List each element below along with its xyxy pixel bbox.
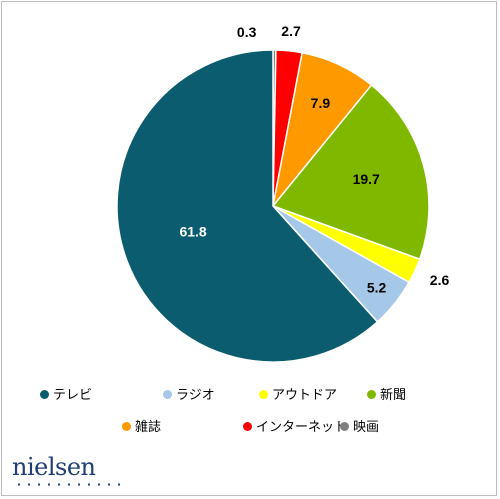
- data-label: 7.9: [311, 95, 331, 111]
- pie-slice: [116, 49, 379, 363]
- data-label: 2.7: [281, 23, 301, 39]
- pie-slice: [271, 83, 430, 261]
- data-label: 0.3: [237, 24, 257, 40]
- data-label: 5.2: [367, 279, 387, 295]
- logo-text: nielsen: [12, 453, 96, 481]
- data-label: 2.6: [430, 272, 450, 288]
- logo-dots: [14, 483, 124, 486]
- data-label: 19.7: [353, 171, 380, 187]
- nielsen-logo: nielsen: [12, 453, 124, 486]
- data-label: 61.8: [179, 224, 206, 240]
